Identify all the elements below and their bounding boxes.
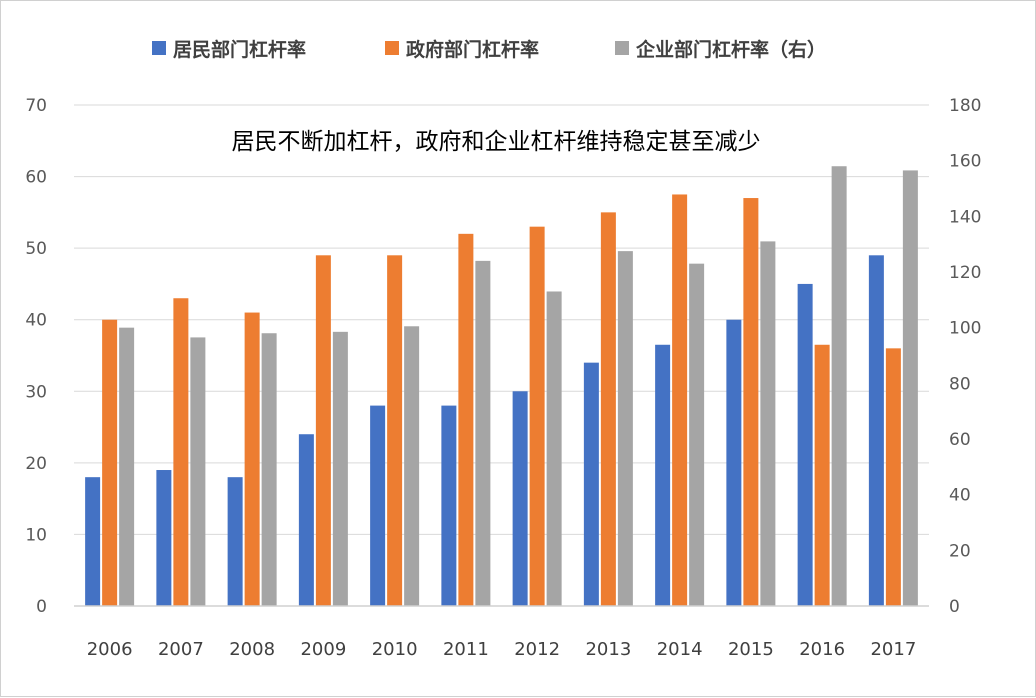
- bar-government: [814, 344, 830, 606]
- bar-household: [85, 477, 101, 606]
- bar-household: [797, 283, 813, 606]
- bar-corporate: [261, 333, 277, 606]
- bar-household: [512, 391, 528, 606]
- bar-corporate: [831, 166, 847, 606]
- bar-corporate: [190, 337, 206, 606]
- x-tick-label: 2008: [229, 639, 275, 660]
- x-tick-label: 2014: [657, 639, 703, 660]
- right-tick-label: 180: [949, 96, 981, 116]
- bar-household: [868, 255, 884, 607]
- left-tick-label: 10: [25, 525, 47, 545]
- x-tick-label: 2009: [300, 639, 346, 660]
- right-tick-label: 0: [949, 597, 960, 617]
- legend: 居民部门杠杆率 政府部门杠杆率 企业部门杠杆率（右）: [152, 38, 826, 61]
- left-axis-ticks: 0 10 20 30 40 50 60 70: [25, 96, 47, 617]
- right-tick-label: 20: [949, 541, 971, 561]
- bar-government: [173, 298, 189, 606]
- left-tick-label: 20: [25, 454, 47, 474]
- left-tick-label: 50: [25, 239, 47, 259]
- right-tick-label: 80: [949, 374, 971, 394]
- x-tick-label: 2016: [799, 639, 845, 660]
- right-tick-label: 160: [949, 152, 981, 172]
- left-tick-label: 40: [25, 311, 47, 331]
- bar-household: [370, 405, 386, 606]
- bar-government: [315, 255, 331, 607]
- x-tick-label: 2010: [372, 639, 418, 660]
- bars: [85, 166, 918, 607]
- bar-corporate: [332, 331, 348, 606]
- bar-government: [600, 212, 616, 606]
- bar-corporate: [119, 327, 135, 606]
- bar-corporate: [689, 263, 705, 606]
- bar-government: [244, 312, 260, 606]
- bar-corporate: [546, 291, 562, 606]
- bar-household: [227, 477, 243, 606]
- bar-government: [743, 198, 759, 607]
- bar-household: [655, 344, 671, 606]
- bar-government: [672, 194, 688, 606]
- chart-annotation: 居民不断加杠杆，政府和企业杠杆维持稳定甚至减少: [232, 129, 761, 155]
- left-tick-label: 30: [25, 382, 47, 402]
- right-tick-label: 100: [949, 319, 981, 339]
- legend-swatch-household: [152, 41, 166, 55]
- legend-swatch-corporate: [615, 41, 629, 55]
- bar-corporate: [404, 326, 420, 606]
- x-tick-label: 2015: [728, 639, 774, 660]
- x-tick-label: 2007: [158, 639, 204, 660]
- x-tick-label: 2006: [87, 639, 133, 660]
- bar-government: [102, 319, 118, 606]
- right-tick-label: 120: [949, 263, 981, 283]
- bar-household: [298, 434, 314, 606]
- gridlines: [74, 104, 929, 535]
- bar-government: [529, 226, 545, 606]
- left-tick-label: 0: [36, 597, 47, 617]
- bar-corporate: [902, 170, 918, 607]
- x-tick-label: 2017: [870, 639, 916, 660]
- bar-household: [441, 405, 457, 606]
- bar-corporate: [760, 241, 776, 606]
- left-tick-label: 60: [25, 168, 47, 188]
- bar-household: [156, 470, 172, 606]
- bar-household: [583, 362, 599, 606]
- left-tick-label: 70: [25, 96, 47, 116]
- bar-corporate: [617, 251, 633, 606]
- bar-government: [458, 233, 474, 607]
- x-tick-label: 2012: [514, 639, 560, 660]
- x-tick-label: 2011: [443, 639, 489, 660]
- x-tick-label: 2013: [585, 639, 631, 660]
- right-tick-label: 140: [949, 207, 981, 227]
- legend-label-household: 居民部门杠杆率: [173, 38, 306, 61]
- x-axis-ticks: 2006 2007 2008 2009 2010 2011 2012 2013 2014 2015…: [87, 639, 917, 660]
- bar-government: [387, 255, 403, 607]
- bar-household: [726, 319, 742, 606]
- legend-swatch-government: [385, 41, 399, 55]
- legend-label-corporate: 企业部门杠杆率（右）: [635, 38, 826, 61]
- bar-government: [885, 348, 901, 606]
- right-axis-ticks: 0 20 40 60 80 100 120 140 160 180: [949, 96, 981, 617]
- bar-corporate: [475, 260, 491, 606]
- right-tick-label: 40: [949, 486, 971, 506]
- right-tick-label: 60: [949, 430, 971, 450]
- legend-label-government: 政府部门杠杆率: [406, 38, 539, 61]
